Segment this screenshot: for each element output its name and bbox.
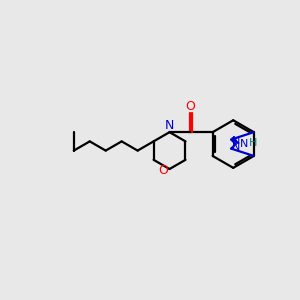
Text: N: N <box>232 136 241 146</box>
Text: O: O <box>185 100 195 113</box>
Text: N: N <box>232 142 241 152</box>
Text: N: N <box>240 139 248 149</box>
Text: H: H <box>249 138 257 148</box>
Text: O: O <box>158 164 168 177</box>
Text: N: N <box>165 119 174 132</box>
